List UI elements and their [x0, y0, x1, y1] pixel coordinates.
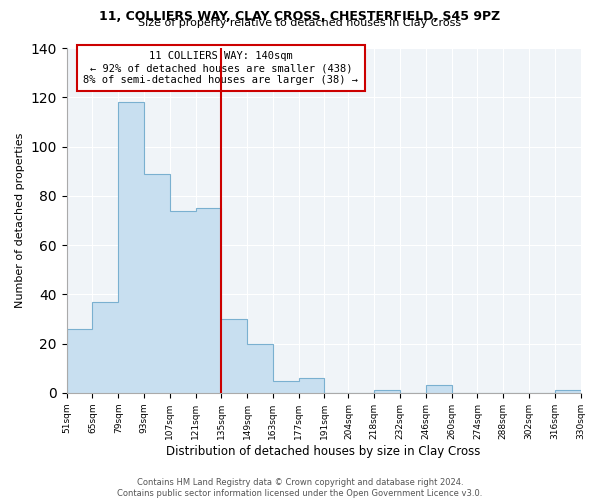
- X-axis label: Distribution of detached houses by size in Clay Cross: Distribution of detached houses by size …: [166, 444, 481, 458]
- Text: Contains HM Land Registry data © Crown copyright and database right 2024.
Contai: Contains HM Land Registry data © Crown c…: [118, 478, 482, 498]
- Y-axis label: Number of detached properties: Number of detached properties: [15, 132, 25, 308]
- Text: 11, COLLIERS WAY, CLAY CROSS, CHESTERFIELD, S45 9PZ: 11, COLLIERS WAY, CLAY CROSS, CHESTERFIE…: [100, 10, 500, 23]
- Text: 11 COLLIERS WAY: 140sqm
← 92% of detached houses are smaller (438)
8% of semi-de: 11 COLLIERS WAY: 140sqm ← 92% of detache…: [83, 52, 358, 84]
- Text: Size of property relative to detached houses in Clay Cross: Size of property relative to detached ho…: [139, 18, 461, 28]
